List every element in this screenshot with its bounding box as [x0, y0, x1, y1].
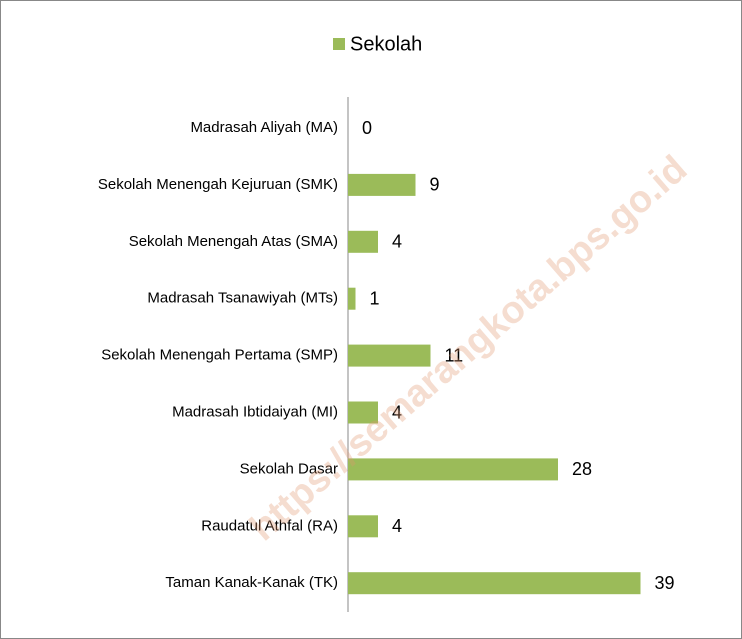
value-label: 4 — [392, 516, 402, 536]
bar — [348, 572, 641, 595]
category-label: Taman Kanak-Kanak (TK) — [165, 574, 338, 591]
value-label: 0 — [362, 118, 372, 138]
bar — [348, 515, 378, 538]
legend-swatch — [333, 38, 345, 50]
bar — [348, 287, 356, 310]
bar — [348, 458, 558, 481]
category-label: Madrasah Aliyah (MA) — [190, 119, 338, 136]
bar — [348, 401, 378, 424]
value-label: 4 — [392, 402, 402, 422]
value-label: 28 — [572, 459, 592, 479]
category-label: Madrasah Tsanawiyah (MTs) — [147, 290, 338, 307]
value-label: 39 — [655, 573, 675, 593]
bar — [348, 230, 378, 253]
category-label: Sekolah Menengah Atas (SMA) — [129, 233, 338, 250]
category-label: Sekolah Menengah Pertama (SMP) — [101, 347, 338, 364]
value-label: 9 — [430, 175, 440, 195]
category-label: Madrasah Ibtidaiyah (MI) — [172, 403, 338, 420]
value-label: 11 — [445, 345, 464, 365]
category-label: Raudatul Athfal (RA) — [201, 517, 338, 534]
bar — [348, 344, 431, 367]
category-label: Sekolah Dasar — [240, 460, 338, 477]
value-label: 1 — [370, 288, 380, 308]
legend-label: Sekolah — [350, 33, 422, 55]
category-label: Sekolah Menengah Kejuruan (SMK) — [98, 176, 338, 193]
bar — [348, 173, 416, 196]
value-label: 4 — [392, 232, 402, 252]
